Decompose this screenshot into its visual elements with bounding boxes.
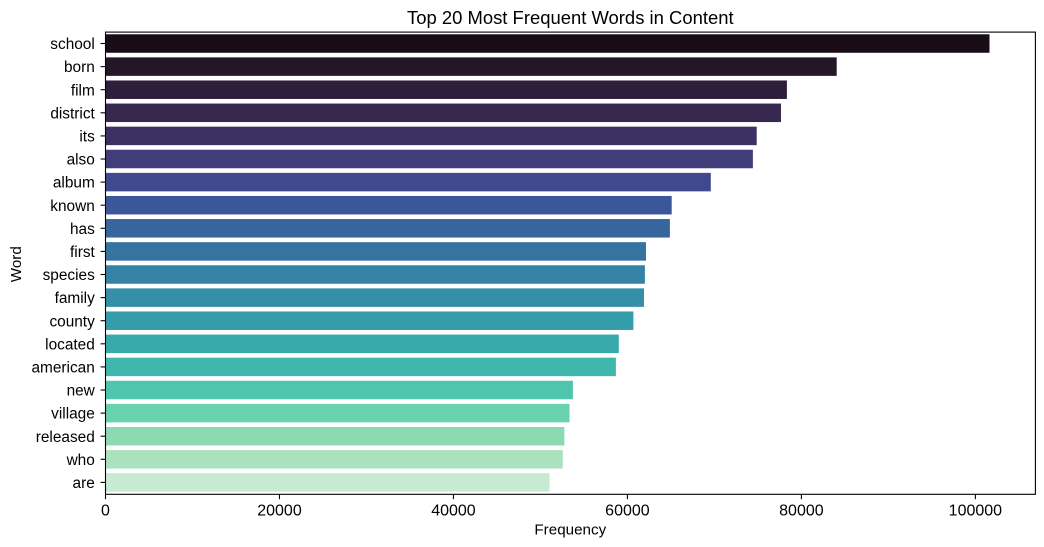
svg-text:family: family <box>55 290 95 307</box>
svg-text:species: species <box>43 267 95 284</box>
svg-text:its: its <box>79 129 95 146</box>
svg-text:40000: 40000 <box>431 503 476 520</box>
svg-text:Top 20 Most Frequent Words in: Top 20 Most Frequent Words in Content <box>407 7 734 28</box>
svg-text:school: school <box>50 36 95 53</box>
svg-text:has: has <box>70 221 95 238</box>
svg-text:district: district <box>50 105 95 122</box>
svg-text:20000: 20000 <box>257 503 302 520</box>
svg-text:county: county <box>49 313 95 330</box>
svg-text:village: village <box>51 406 95 423</box>
svg-text:known: known <box>50 198 95 215</box>
svg-text:first: first <box>70 244 96 261</box>
svg-text:born: born <box>64 59 95 76</box>
svg-text:who: who <box>66 452 95 469</box>
svg-text:new: new <box>67 383 96 400</box>
svg-text:released: released <box>36 429 95 446</box>
svg-text:Word: Word <box>8 246 25 282</box>
svg-text:also: also <box>67 152 95 169</box>
svg-text:film: film <box>71 82 95 99</box>
svg-text:0: 0 <box>101 503 110 520</box>
svg-text:100000: 100000 <box>949 503 1002 520</box>
svg-text:located: located <box>45 336 95 353</box>
svg-text:are: are <box>73 475 95 492</box>
svg-text:american: american <box>31 360 94 377</box>
svg-text:album: album <box>53 175 95 192</box>
svg-text:60000: 60000 <box>605 503 650 520</box>
svg-text:Frequency: Frequency <box>534 521 606 538</box>
svg-text:80000: 80000 <box>779 503 824 520</box>
